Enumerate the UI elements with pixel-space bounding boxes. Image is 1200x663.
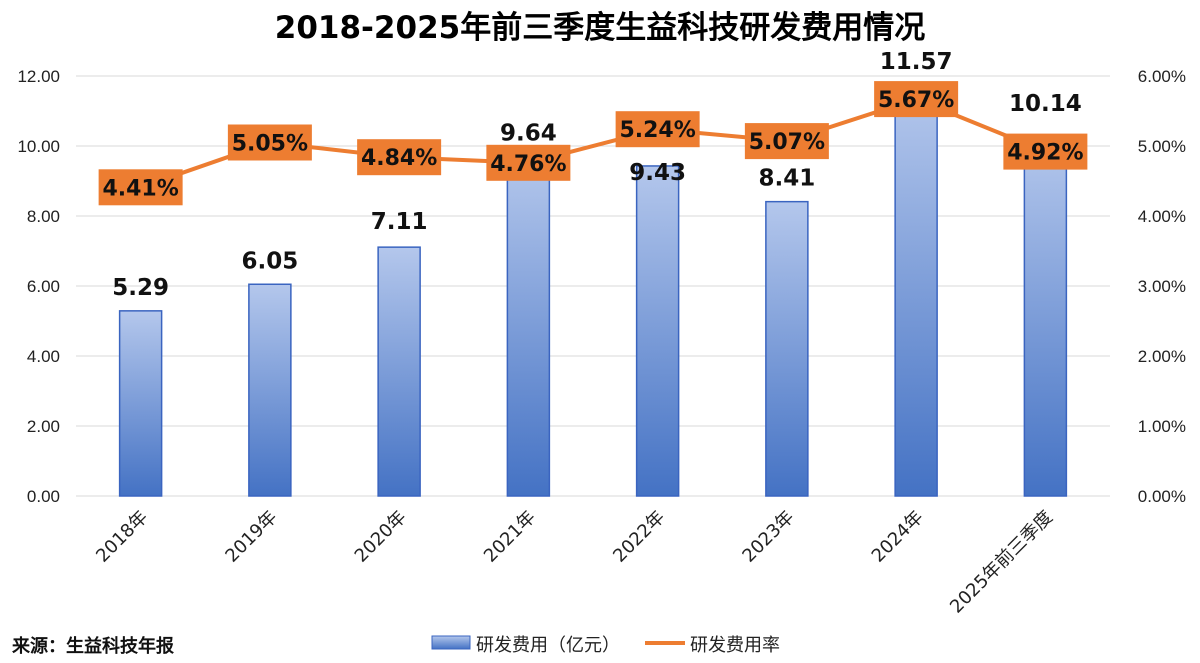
left-tick-label: 2.00 — [27, 417, 60, 436]
left-tick-label: 4.00 — [27, 347, 60, 366]
bar — [635, 165, 680, 497]
left-axis: 0.00 2.00 4.00 6.00 8.00 10.00 12.00 — [17, 67, 60, 506]
right-tick-label: 0.00% — [1138, 487, 1186, 506]
left-tick-label: 12.00 — [17, 67, 60, 86]
rate-value-label: 4.92% — [1007, 141, 1083, 166]
bar — [894, 90, 938, 497]
chart-title: 2018-2025年前三季度生益科技研发费用情况 — [275, 10, 925, 46]
bar — [765, 200, 809, 497]
bar-value-label: 6.05 — [242, 248, 299, 274]
rate-label-box — [874, 81, 959, 118]
left-tick-label: 10.00 — [17, 137, 60, 156]
category-label: 2020年 — [351, 507, 411, 567]
bar-value-label: 9.64 — [500, 121, 557, 147]
bar-value-label: 10.14 — [1009, 91, 1082, 117]
bar — [1023, 140, 1068, 497]
right-tick-label: 4.00% — [1138, 207, 1186, 226]
legend-bar-swatch — [431, 635, 471, 650]
bar-value-label: 11.57 — [880, 49, 953, 75]
rate-value-label: 5.24% — [619, 118, 695, 143]
category-label: 2023年 — [738, 507, 798, 567]
source-note: 来源：生益科技年报 — [11, 635, 174, 657]
rate-label-box — [744, 123, 829, 160]
bar-value-label: 5.29 — [112, 275, 169, 301]
rate-value-label: 4.76% — [490, 152, 566, 177]
legend-line-label: 研发费用率 — [690, 635, 780, 656]
rate-value-label: 4.84% — [361, 146, 437, 171]
rate-label-box — [357, 139, 442, 176]
right-axis: 0.00% 1.00% 2.00% 3.00% 4.00% 5.00% 6.00% — [1138, 67, 1186, 506]
category-label: 2022年 — [609, 507, 669, 567]
category-label: 2019年 — [221, 507, 281, 567]
rate-label-box — [615, 111, 700, 148]
right-tick-label: 1.00% — [1138, 417, 1186, 436]
rate-label-box — [1003, 133, 1088, 170]
rate-label-box — [98, 169, 183, 206]
bar — [248, 283, 292, 497]
category-label: 2024年 — [868, 507, 928, 567]
category-axis: 2018年 2019年 2020年 2021年 2022年 2023年 2024年 2025年… — [92, 507, 1057, 618]
left-tick-label: 0.00 — [27, 487, 60, 506]
right-tick-label: 5.00% — [1138, 137, 1186, 156]
bar — [377, 246, 421, 497]
bar — [506, 157, 551, 497]
left-tick-label: 6.00 — [27, 277, 60, 296]
right-tick-label: 6.00% — [1138, 67, 1186, 86]
rate-value-label: 5.05% — [232, 132, 308, 157]
bar-value-label: 8.41 — [759, 166, 816, 192]
right-tick-label: 3.00% — [1138, 277, 1186, 296]
bar-value-label: 7.11 — [371, 209, 428, 235]
category-label: 2021年 — [480, 507, 540, 567]
rate-value-label: 4.41% — [102, 176, 178, 201]
category-label: 2018年 — [92, 507, 152, 567]
right-tick-label: 2.00% — [1138, 347, 1186, 366]
bar-data-labels: 5.29 6.05 7.11 9.64 9.43 8.41 11.57 10.14 — [112, 49, 1082, 301]
legend: 研发费用（亿元） 研发费用率 — [431, 635, 780, 656]
rate-data-labels: 4.41% 5.05% 4.84% 4.76% 5.24% 5.07% 5.67% 4.92% — [98, 81, 1088, 206]
rate-label-box — [486, 144, 571, 181]
rate-value-label: 5.07% — [749, 130, 825, 155]
rate-label-box — [227, 124, 312, 161]
legend-bar-label: 研发费用（亿元） — [476, 635, 620, 656]
category-label: 2025年前三季度 — [946, 507, 1057, 618]
left-tick-label: 8.00 — [27, 207, 60, 226]
bar — [118, 310, 163, 497]
rate-value-label: 5.67% — [878, 88, 954, 113]
bar-value-label: 9.43 — [629, 160, 686, 186]
bar-series — [118, 90, 1068, 497]
